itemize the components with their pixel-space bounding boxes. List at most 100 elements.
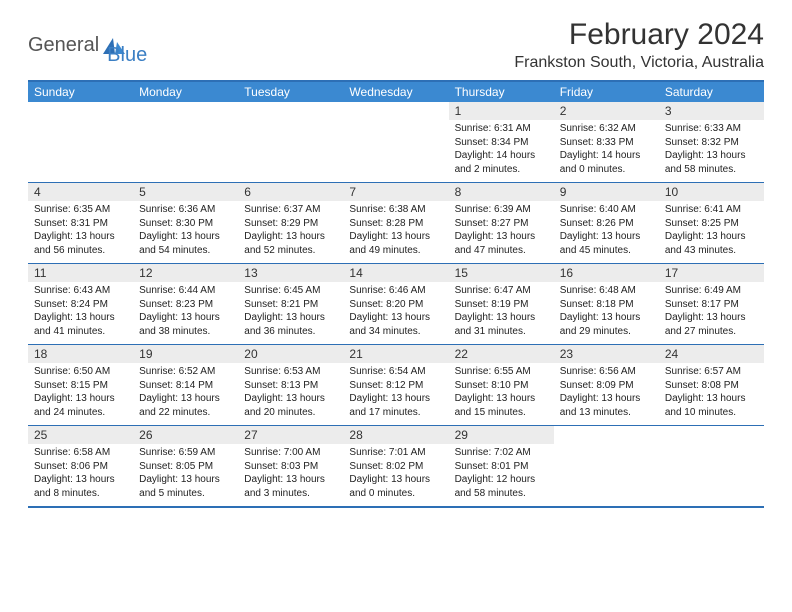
- day-sunset: Sunset: 8:06 PM: [34, 460, 127, 474]
- day-12: 12Sunrise: 6:44 AMSunset: 8:23 PMDayligh…: [133, 264, 238, 344]
- day-9: 9Sunrise: 6:40 AMSunset: 8:26 PMDaylight…: [554, 183, 659, 263]
- day-d1: Daylight: 13 hours: [34, 311, 127, 325]
- day-body: Sunrise: 7:01 AMSunset: 8:02 PMDaylight:…: [343, 444, 448, 502]
- day-number: [28, 102, 133, 120]
- day-d1: Daylight: 12 hours: [455, 473, 548, 487]
- day-d2: and 15 minutes.: [455, 406, 548, 420]
- day-26: 26Sunrise: 6:59 AMSunset: 8:05 PMDayligh…: [133, 426, 238, 506]
- day-d2: and 2 minutes.: [455, 163, 548, 177]
- day-d1: Daylight: 13 hours: [244, 230, 337, 244]
- month-title: February 2024: [514, 18, 764, 52]
- day-d2: and 58 minutes.: [665, 163, 758, 177]
- day-d2: and 10 minutes.: [665, 406, 758, 420]
- day-sunrise: Sunrise: 6:54 AM: [349, 365, 442, 379]
- day-body: Sunrise: 6:56 AMSunset: 8:09 PMDaylight:…: [554, 363, 659, 421]
- day-d2: and 13 minutes.: [560, 406, 653, 420]
- day-sunrise: Sunrise: 6:45 AM: [244, 284, 337, 298]
- day-d1: Daylight: 13 hours: [34, 473, 127, 487]
- day-5: 5Sunrise: 6:36 AMSunset: 8:30 PMDaylight…: [133, 183, 238, 263]
- day-sunset: Sunset: 8:05 PM: [139, 460, 232, 474]
- day-d2: and 22 minutes.: [139, 406, 232, 420]
- day-number: 3: [659, 102, 764, 120]
- day-17: 17Sunrise: 6:49 AMSunset: 8:17 PMDayligh…: [659, 264, 764, 344]
- day-22: 22Sunrise: 6:55 AMSunset: 8:10 PMDayligh…: [449, 345, 554, 425]
- day-number: 7: [343, 183, 448, 201]
- day-sunset: Sunset: 8:18 PM: [560, 298, 653, 312]
- day-21: 21Sunrise: 6:54 AMSunset: 8:12 PMDayligh…: [343, 345, 448, 425]
- day-body: Sunrise: 7:00 AMSunset: 8:03 PMDaylight:…: [238, 444, 343, 502]
- dow-thursday: Thursday: [449, 82, 554, 102]
- day-d2: and 49 minutes.: [349, 244, 442, 258]
- day-d2: and 52 minutes.: [244, 244, 337, 258]
- day-body: Sunrise: 6:52 AMSunset: 8:14 PMDaylight:…: [133, 363, 238, 421]
- day-sunset: Sunset: 8:27 PM: [455, 217, 548, 231]
- day-number: 5: [133, 183, 238, 201]
- day-number: 19: [133, 345, 238, 363]
- day-sunset: Sunset: 8:19 PM: [455, 298, 548, 312]
- week-row: 18Sunrise: 6:50 AMSunset: 8:15 PMDayligh…: [28, 344, 764, 425]
- day-d1: Daylight: 13 hours: [244, 473, 337, 487]
- day-sunrise: Sunrise: 6:33 AM: [665, 122, 758, 136]
- day-body: Sunrise: 6:43 AMSunset: 8:24 PMDaylight:…: [28, 282, 133, 340]
- day-number: 8: [449, 183, 554, 201]
- day-number: [554, 426, 659, 444]
- day-sunrise: Sunrise: 6:46 AM: [349, 284, 442, 298]
- day-number: 25: [28, 426, 133, 444]
- day-d1: Daylight: 13 hours: [244, 392, 337, 406]
- dow-sunday: Sunday: [28, 82, 133, 102]
- location: Frankston South, Victoria, Australia: [514, 54, 764, 72]
- dow-monday: Monday: [133, 82, 238, 102]
- day-8: 8Sunrise: 6:39 AMSunset: 8:27 PMDaylight…: [449, 183, 554, 263]
- day-sunrise: Sunrise: 7:01 AM: [349, 446, 442, 460]
- day-number: [659, 426, 764, 444]
- day-number: 27: [238, 426, 343, 444]
- dow-wednesday: Wednesday: [343, 82, 448, 102]
- day-sunset: Sunset: 8:13 PM: [244, 379, 337, 393]
- day-sunset: Sunset: 8:17 PM: [665, 298, 758, 312]
- day-sunset: Sunset: 8:21 PM: [244, 298, 337, 312]
- day-number: 11: [28, 264, 133, 282]
- day-number: 22: [449, 345, 554, 363]
- day-body: Sunrise: 6:57 AMSunset: 8:08 PMDaylight:…: [659, 363, 764, 421]
- day-body: Sunrise: 7:02 AMSunset: 8:01 PMDaylight:…: [449, 444, 554, 502]
- day-body: Sunrise: 6:33 AMSunset: 8:32 PMDaylight:…: [659, 120, 764, 178]
- day-number: 2: [554, 102, 659, 120]
- dow-tuesday: Tuesday: [238, 82, 343, 102]
- day-d1: Daylight: 13 hours: [139, 311, 232, 325]
- day-11: 11Sunrise: 6:43 AMSunset: 8:24 PMDayligh…: [28, 264, 133, 344]
- day-sunset: Sunset: 8:01 PM: [455, 460, 548, 474]
- day-sunrise: Sunrise: 6:53 AM: [244, 365, 337, 379]
- day-sunrise: Sunrise: 6:57 AM: [665, 365, 758, 379]
- day-d2: and 47 minutes.: [455, 244, 548, 258]
- header: General Blue February 2024 Frankston Sou…: [28, 18, 764, 72]
- day-d1: Daylight: 13 hours: [349, 473, 442, 487]
- dow-friday: Friday: [554, 82, 659, 102]
- day-d1: Daylight: 13 hours: [665, 149, 758, 163]
- day-13: 13Sunrise: 6:45 AMSunset: 8:21 PMDayligh…: [238, 264, 343, 344]
- day-6: 6Sunrise: 6:37 AMSunset: 8:29 PMDaylight…: [238, 183, 343, 263]
- day-sunrise: Sunrise: 6:56 AM: [560, 365, 653, 379]
- day-sunrise: Sunrise: 6:47 AM: [455, 284, 548, 298]
- day-number: [133, 102, 238, 120]
- day-number: 29: [449, 426, 554, 444]
- day-d1: Daylight: 13 hours: [139, 392, 232, 406]
- day-d2: and 0 minutes.: [349, 487, 442, 501]
- day-d2: and 56 minutes.: [34, 244, 127, 258]
- day-d2: and 29 minutes.: [560, 325, 653, 339]
- day-sunset: Sunset: 8:29 PM: [244, 217, 337, 231]
- day-body: Sunrise: 6:40 AMSunset: 8:26 PMDaylight:…: [554, 201, 659, 259]
- week-row: 11Sunrise: 6:43 AMSunset: 8:24 PMDayligh…: [28, 263, 764, 344]
- day-body: Sunrise: 6:46 AMSunset: 8:20 PMDaylight:…: [343, 282, 448, 340]
- day-d2: and 45 minutes.: [560, 244, 653, 258]
- day-body: Sunrise: 6:41 AMSunset: 8:25 PMDaylight:…: [659, 201, 764, 259]
- day-sunrise: Sunrise: 6:36 AM: [139, 203, 232, 217]
- day-d1: Daylight: 13 hours: [34, 392, 127, 406]
- day-number: 21: [343, 345, 448, 363]
- day-number: 12: [133, 264, 238, 282]
- day-number: 17: [659, 264, 764, 282]
- day-number: 16: [554, 264, 659, 282]
- day-d1: Daylight: 13 hours: [665, 392, 758, 406]
- day-body: Sunrise: 6:37 AMSunset: 8:29 PMDaylight:…: [238, 201, 343, 259]
- day-sunset: Sunset: 8:33 PM: [560, 136, 653, 150]
- week-row: 4Sunrise: 6:35 AMSunset: 8:31 PMDaylight…: [28, 182, 764, 263]
